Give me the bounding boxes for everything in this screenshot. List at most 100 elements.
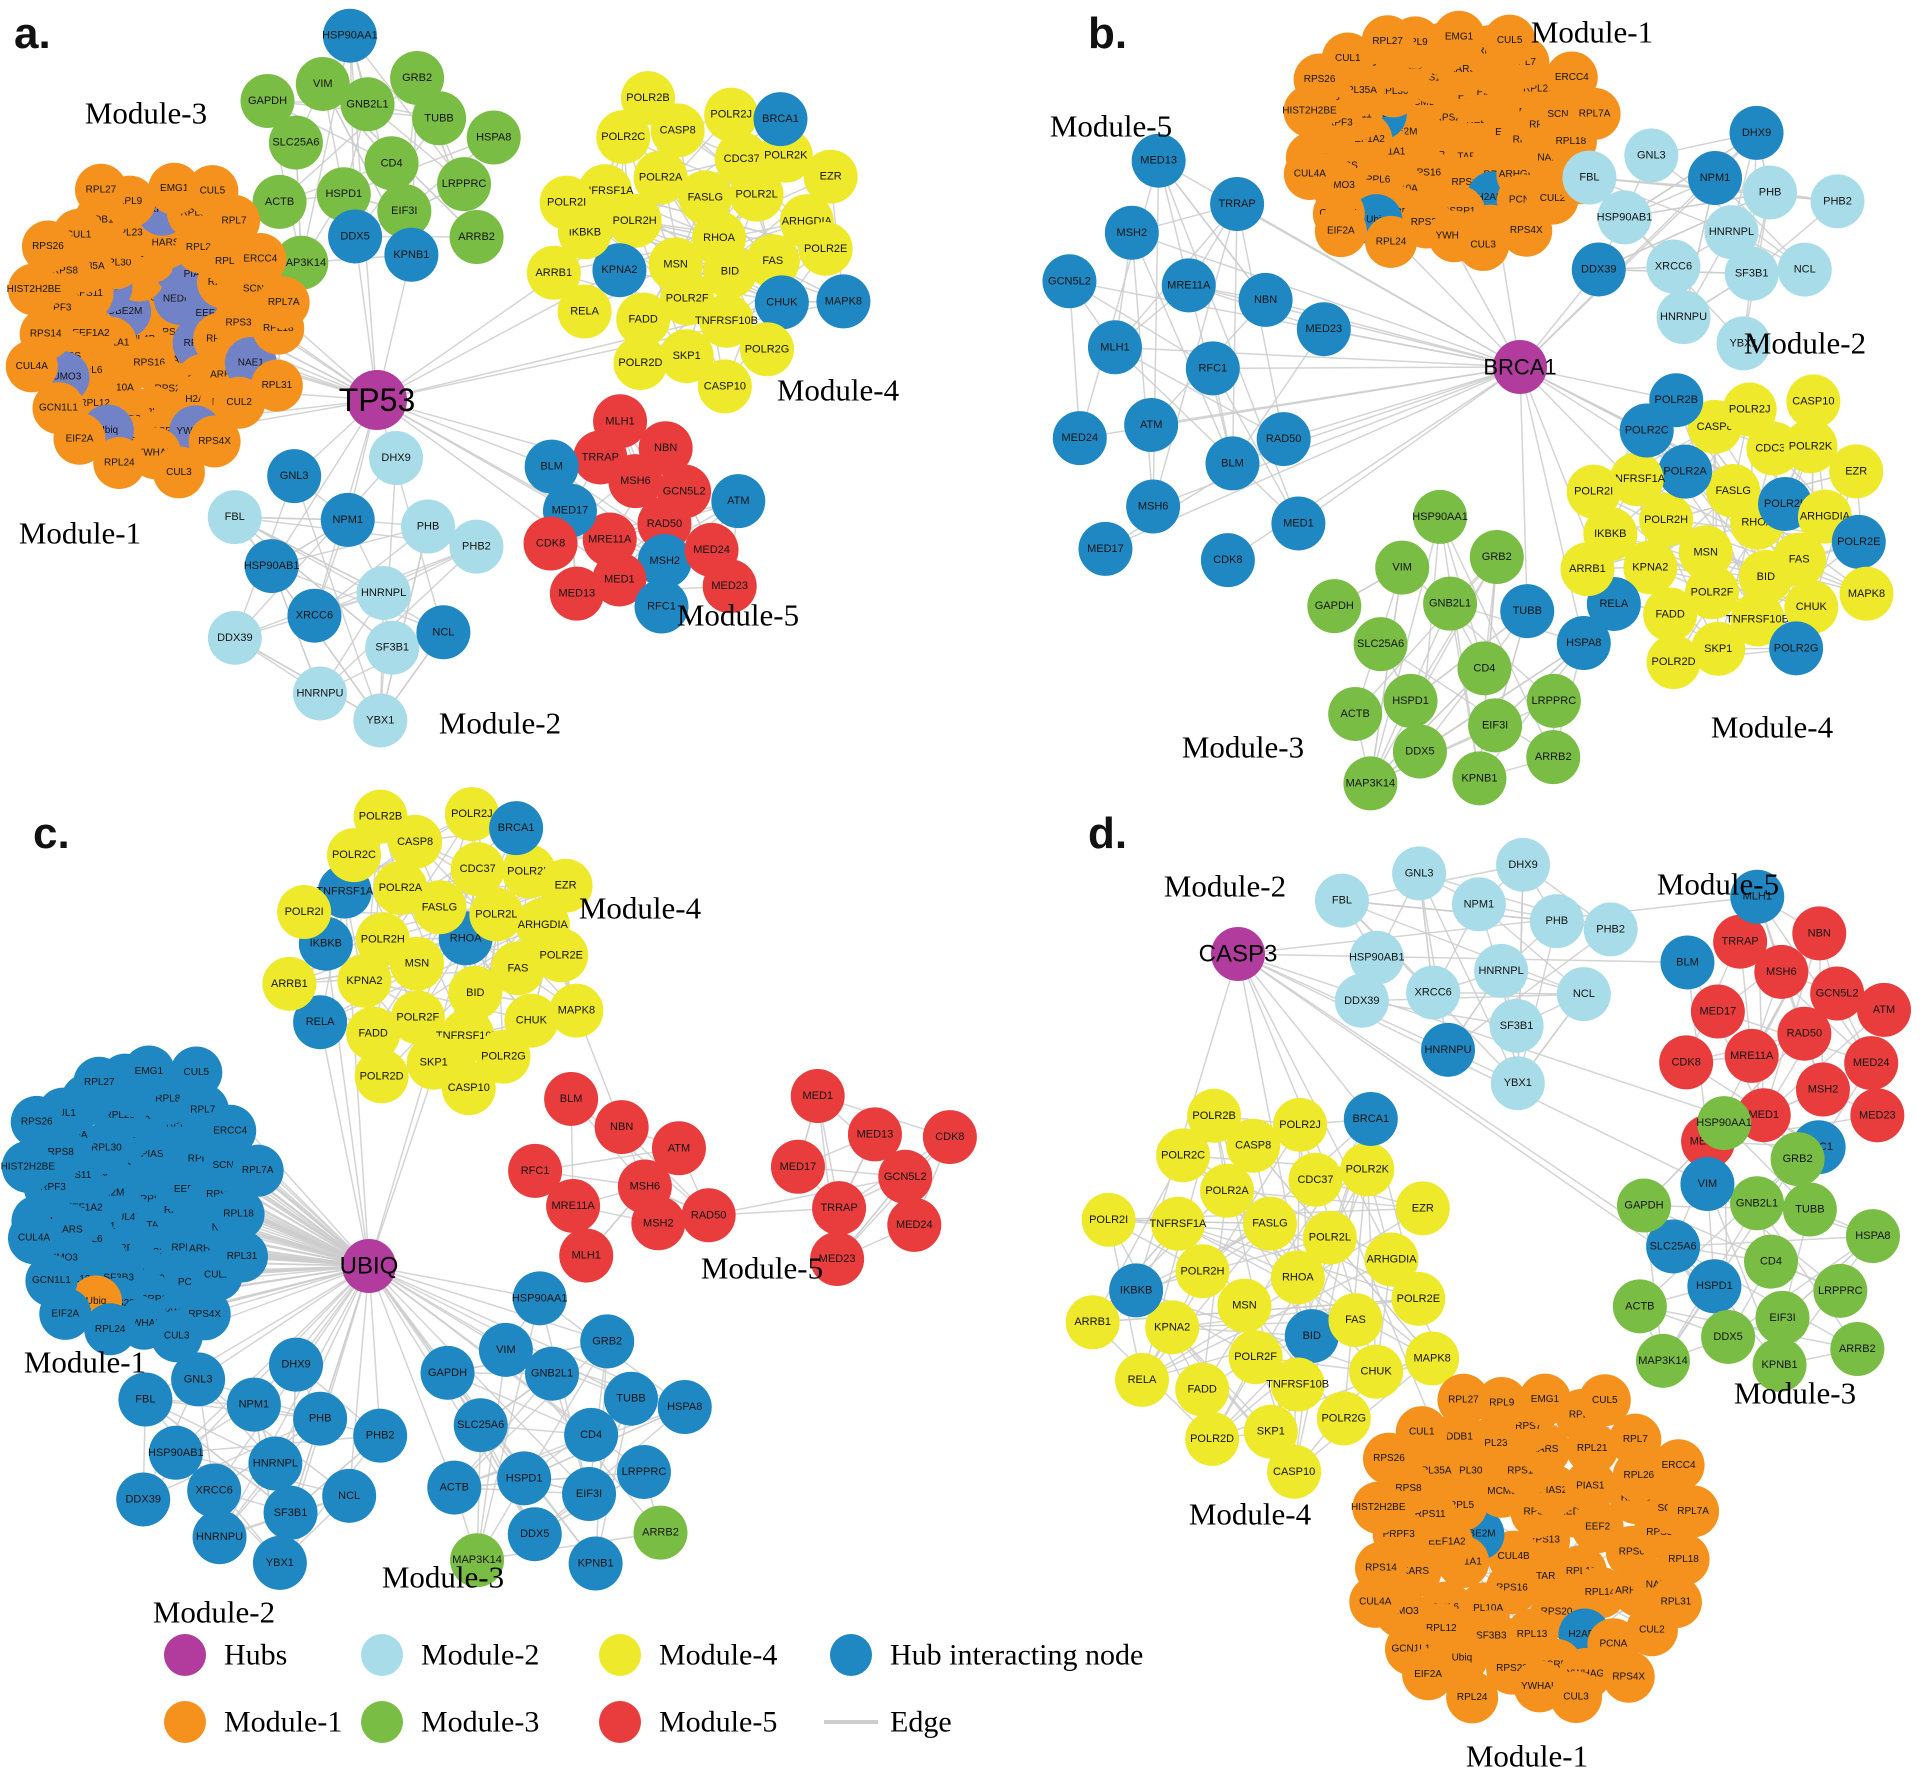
gene-label-casp8: CASP8 [1697, 421, 1733, 433]
gene-label-msh2: MSH2 [1808, 1084, 1839, 1096]
edge [476, 1341, 608, 1561]
gene-label-rps11: RPS11 [60, 1170, 91, 1181]
gene-label-rad50: RAD50 [647, 518, 682, 530]
gene-node-polr2b [1649, 373, 1704, 428]
gene-label-rpl30: RPL30 [1378, 86, 1409, 97]
gene-label-arrb2: ARRB2 [1535, 751, 1572, 763]
gene-label-eif2a: EIF2A [1327, 226, 1355, 237]
gene-label-rad50: RAD50 [1787, 1028, 1822, 1040]
gene-label-trrap: TRRAP [582, 451, 619, 463]
gene-label-cul4a: CUL4A [16, 361, 49, 372]
gene-label-npm1: NPM1 [1464, 898, 1495, 910]
panel-letter-b: b. [1088, 9, 1127, 58]
gene-node-msh2 [1795, 1062, 1850, 1117]
gene-label-ywhah: YWHAH [125, 1318, 162, 1329]
gene-node-hspd1 [1687, 1259, 1742, 1314]
gene-label-polr2e: POLR2E [1837, 536, 1880, 548]
gene-label-rpl7a: RPL7A [268, 297, 300, 308]
gene-label-fbl: FBL [1579, 172, 1599, 184]
gene-label-rfc1: RFC1 [521, 1165, 550, 1177]
hub-label-casp3: CASP3 [1199, 941, 1278, 968]
gene-label-cul5: CUL5 [1497, 35, 1523, 46]
gene-label-rpl8: RPL8 [155, 1093, 180, 1104]
legend-swatch-module-5 [599, 1701, 641, 1743]
gene-node-polr2a [1658, 444, 1713, 499]
gene-node-gnb2l1 [525, 1346, 580, 1401]
gene-label-arrb1: ARRB1 [271, 978, 308, 990]
gene-node-hnrnpl [1474, 943, 1529, 998]
gene-label-polr2h: POLR2H [613, 215, 657, 227]
gene-label-rpl5: RPL5 [1449, 1500, 1474, 1511]
gene-node-ddx5 [1392, 724, 1447, 779]
gene-node-med1 [592, 552, 647, 607]
edge [234, 516, 444, 633]
gene-label-med24: MED24 [1061, 432, 1098, 444]
gene-label-rps14: RPS14 [30, 329, 62, 340]
gene-label-blm: BLM [1676, 956, 1699, 968]
gene-node-kpna2 [1623, 540, 1678, 595]
gene-node-tnfrsf10b [1270, 1357, 1325, 1412]
gene-node-rfc1 [508, 1143, 563, 1198]
gene-node-nbn [594, 1100, 649, 1155]
gene-label-hsp90aa1: HSP90AA1 [512, 1292, 568, 1304]
gene-label-fas: FAS [1789, 554, 1810, 566]
legend-swatch-module-1 [164, 1701, 206, 1743]
gene-label-eif3i: EIF3I [1482, 719, 1508, 731]
gene-node-med23 [1296, 302, 1351, 357]
gene-node-mapk8 [549, 983, 604, 1038]
gene-label-hsp90ab1: HSP90AB1 [244, 560, 300, 572]
gene-label-rps16: RPS16 [1496, 1583, 1528, 1594]
gene-label-vim: VIM [1392, 562, 1412, 574]
gene-label-med23: MED23 [711, 580, 748, 592]
edge [1131, 232, 1234, 464]
edge [1369, 556, 1498, 784]
gene-label-polr2j: POLR2J [451, 808, 493, 820]
hub-edge [1283, 366, 1521, 440]
gene-node-mlh1 [1087, 320, 1142, 375]
gene-node-ybx1 [1716, 316, 1771, 371]
legend-swatch-module-4 [599, 1634, 641, 1676]
gene-node-fbl [1314, 873, 1369, 928]
gene-label-kpna2: KPNA2 [601, 264, 637, 276]
edge [144, 1398, 291, 1514]
gene-node-fbl [118, 1372, 173, 1427]
gene-label-sf3b3: SF3B3 [1476, 1631, 1507, 1642]
gene-label-fadd: FADD [1188, 1383, 1217, 1395]
gene-label-polr2e: POLR2E [1397, 1293, 1440, 1305]
gene-node-polr2a [373, 861, 428, 916]
edge [1212, 368, 1300, 524]
gene-node-phb2 [1583, 902, 1638, 957]
gene-label-rpl18: RPL18 [263, 323, 294, 334]
module-label-d-module-4: Module-4 [1189, 1497, 1312, 1532]
module-label-b-module-2: Module-2 [1744, 326, 1866, 361]
gene-node-hnrnpu [1656, 290, 1711, 345]
gene-label-arrb2: ARRB2 [642, 1527, 679, 1539]
gene-label-eef1a2: EEF1A2 [65, 1202, 103, 1213]
gene-label-med23: MED23 [1859, 1109, 1896, 1121]
gene-label-polr2g: POLR2G [1321, 1412, 1366, 1424]
gene-label-hist2h2be: HIST2H2BE [1, 1161, 56, 1172]
gene-node-eif2a [53, 412, 106, 465]
module-label-d-module-1: Module-1 [1466, 1739, 1588, 1774]
gene-label-h2afx: H2AFX [1568, 1629, 1601, 1640]
gene-label-bid: BID [1757, 571, 1775, 583]
gene-label-rpl31: RPL31 [262, 380, 293, 391]
gene-label-ercc4: ERCC4 [243, 254, 277, 265]
gene-node-med23 [810, 1232, 865, 1287]
gene-node-atm [651, 1121, 706, 1176]
gene-label-hsp90ab1: HSP90AB1 [1349, 952, 1405, 964]
gene-label-rpl27: RPL27 [1448, 1394, 1479, 1405]
gene-label-hist2h2be: HIST2H2BE [1282, 106, 1337, 117]
gene-label-phb: PHB [417, 520, 440, 532]
gene-label-mcm5: MCM5 [1405, 97, 1435, 108]
gene-node-kpnb1 [1752, 1337, 1807, 1392]
hub-edge [1237, 953, 1688, 964]
legend-label-module-5: Module-5 [659, 1706, 777, 1739]
gene-label-polr2i: POLR2I [547, 197, 586, 209]
gene-label-hspd1: HSPD1 [1696, 1280, 1733, 1292]
gene-label-cul2: CUL2 [226, 397, 252, 408]
panel-d-module-4: RHOA MSN FASLG BID POLR2H POLR2L POLR2F POLR2A F… [1065, 1088, 1460, 1499]
gene-node-emg1 [148, 162, 201, 215]
gene-node-kpnb1 [568, 1536, 623, 1591]
gene-label-blm: BLM [540, 461, 563, 473]
